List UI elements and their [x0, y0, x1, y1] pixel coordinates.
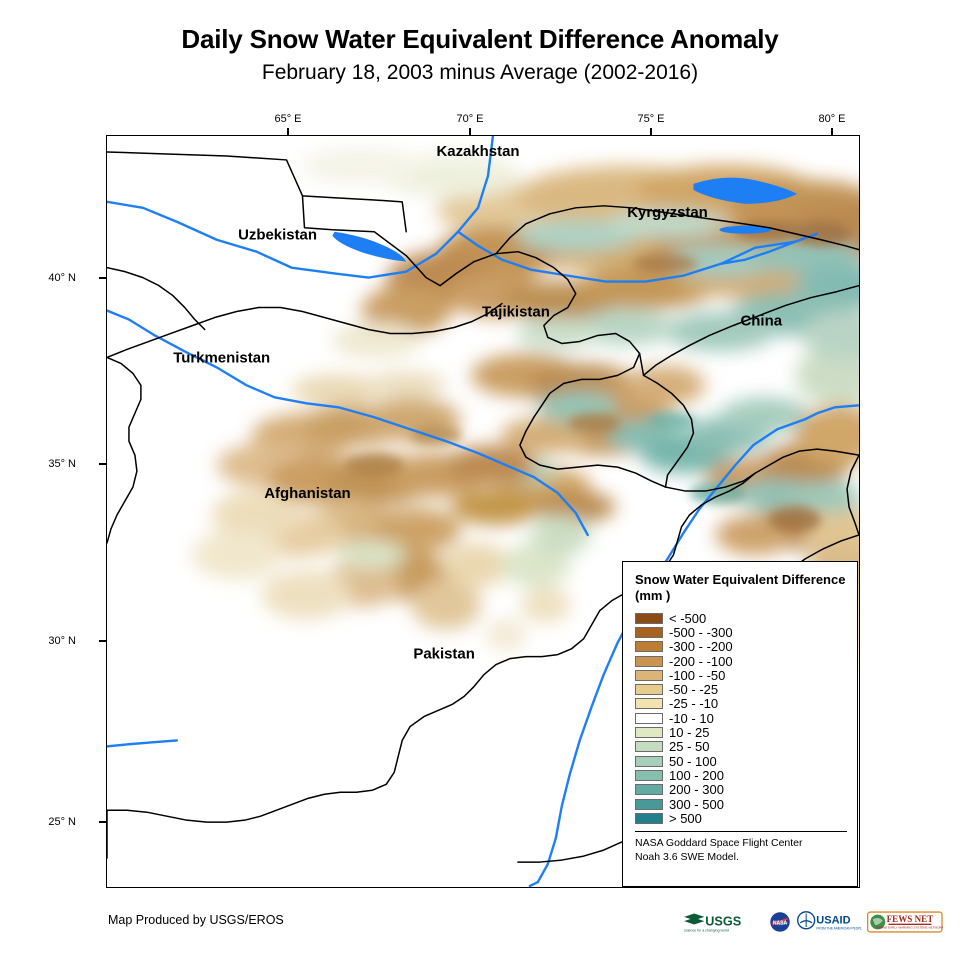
longitude-tick [831, 128, 833, 136]
legend-item: -100 - -50 [635, 668, 847, 682]
legend-label: -300 - -200 [669, 639, 733, 655]
legend-swatch [635, 784, 663, 796]
svg-text:USGS: USGS [705, 914, 741, 928]
legend-swatch [635, 698, 663, 710]
legend-swatch [635, 612, 663, 624]
country-label: Kyrgyzstan [627, 204, 708, 221]
legend-label: 300 - 500 [669, 796, 724, 812]
legend-label: < -500 [669, 610, 707, 626]
legend-source-note: NASA Goddard Space Flight Center Noah 3.… [635, 837, 803, 863]
logo-bar: USGS science for a changing world NASA U… [682, 910, 943, 934]
latitude-label: 25° N [48, 816, 76, 828]
longitude-label: 80° E [818, 113, 846, 125]
usaid-logo[interactable]: USAID FROM THE AMERICAN PEOPLE [796, 911, 862, 933]
usgs-logo[interactable]: USGS science for a changing world [682, 911, 764, 933]
country-label: China [740, 312, 782, 329]
country-label: Turkmenistan [173, 349, 270, 366]
legend-swatch [635, 655, 663, 667]
svg-text:NASA: NASA [773, 921, 788, 927]
legend-item-list: < -500 -500 - -300 -300 - -200 -200 - -100-… [635, 611, 847, 825]
legend-item: -200 - -100 [635, 654, 847, 668]
legend-item: > 500 [635, 811, 847, 825]
legend-item: -500 - -300 [635, 625, 847, 639]
legend-label: -10 - 10 [669, 710, 714, 726]
longitude-tick [469, 128, 471, 136]
legend-item: -25 - -10 [635, 697, 847, 711]
svg-text:FROM THE AMERICAN PEOPLE: FROM THE AMERICAN PEOPLE [816, 927, 862, 931]
legend-box: Snow Water Equivalent Difference (mm ) <… [622, 561, 858, 887]
latitude-tick [99, 277, 107, 279]
legend-item: 25 - 50 [635, 740, 847, 754]
latitude-label: 30° N [48, 635, 76, 647]
legend-divider [635, 831, 847, 833]
longitude-label: 75° E [637, 113, 665, 125]
country-label: Tajikistan [482, 304, 550, 321]
latitude-tick [99, 463, 107, 465]
svg-text:FEWS NET: FEWS NET [887, 914, 934, 924]
legend-label: 25 - 50 [669, 739, 710, 755]
longitude-tick [650, 128, 652, 136]
latitude-label: 40° N [48, 272, 76, 284]
svg-text:science for a changing world: science for a changing world [684, 928, 729, 932]
legend-label: 50 - 100 [669, 753, 717, 769]
longitude-label: 70° E [456, 113, 484, 125]
country-label: Afghanistan [264, 485, 350, 502]
page-title: Daily Snow Water Equivalent Difference A… [181, 24, 779, 54]
legend-label: -25 - -10 [669, 696, 719, 712]
legend-swatch [635, 669, 663, 681]
legend-swatch [635, 626, 663, 638]
country-label: Kazakhstan [436, 143, 519, 160]
legend-swatch [635, 755, 663, 767]
legend-item: 10 - 25 [635, 725, 847, 739]
lakes [332, 177, 798, 262]
title-block: Daily Snow Water Equivalent Difference A… [0, 24, 960, 86]
nasa-logo[interactable]: NASA [769, 911, 791, 933]
legend-item: 100 - 200 [635, 768, 847, 782]
legend-item: 50 - 100 [635, 754, 847, 768]
country-label-layer: Kazakhstan Uzbekistan Kyrgyzstan Tajikistan… [173, 143, 782, 663]
legend-label: -50 - -25 [669, 682, 719, 698]
svg-text:FAMINE EARLY WARNING SYSTEMS N: FAMINE EARLY WARNING SYSTEMS NETWORK [876, 926, 943, 930]
legend-swatch [635, 769, 663, 781]
country-label: Uzbekistan [238, 227, 317, 244]
longitude-label: 65° E [274, 113, 302, 125]
fewsnet-logo[interactable]: FEWS NET FAMINE EARLY WARNING SYSTEMS NE… [867, 911, 943, 933]
map-credit: Map Produced by USGS/EROS [108, 913, 284, 927]
legend-title: Snow Water Equivalent Difference (mm ) [635, 572, 846, 603]
legend-label: 100 - 200 [669, 767, 724, 783]
legend-swatch [635, 641, 663, 653]
legend-label: -100 - -50 [669, 667, 726, 683]
latitude-tick [99, 640, 107, 642]
legend-label: -500 - -300 [669, 624, 733, 640]
legend-item: -10 - 10 [635, 711, 847, 725]
legend-label: > 500 [669, 810, 702, 826]
legend-swatch [635, 741, 663, 753]
legend-item: 200 - 300 [635, 783, 847, 797]
legend-item: -300 - -200 [635, 640, 847, 654]
map-frame[interactable]: Kazakhstan Uzbekistan Kyrgyzstan Tajikistan… [106, 135, 860, 888]
legend-swatch [635, 712, 663, 724]
legend-swatch [635, 684, 663, 696]
latitude-label: 35° N [48, 458, 76, 470]
legend-label: 200 - 300 [669, 782, 724, 798]
legend-label: -200 - -100 [669, 653, 733, 669]
legend-swatch [635, 798, 663, 810]
legend-swatch [635, 727, 663, 739]
legend-swatch [635, 812, 663, 824]
legend-item: -50 - -25 [635, 682, 847, 696]
legend-item: < -500 [635, 611, 847, 625]
legend-label: 10 - 25 [669, 725, 710, 741]
page-subtitle: February 18, 2003 minus Average (2002-20… [261, 61, 699, 84]
longitude-tick [287, 128, 289, 136]
map-raster: Kazakhstan Uzbekistan Kyrgyzstan Tajikistan… [107, 136, 859, 887]
latitude-tick [99, 821, 107, 823]
svg-text:USAID: USAID [816, 915, 850, 927]
legend-item: 300 - 500 [635, 797, 847, 811]
country-label: Pakistan [413, 646, 475, 663]
